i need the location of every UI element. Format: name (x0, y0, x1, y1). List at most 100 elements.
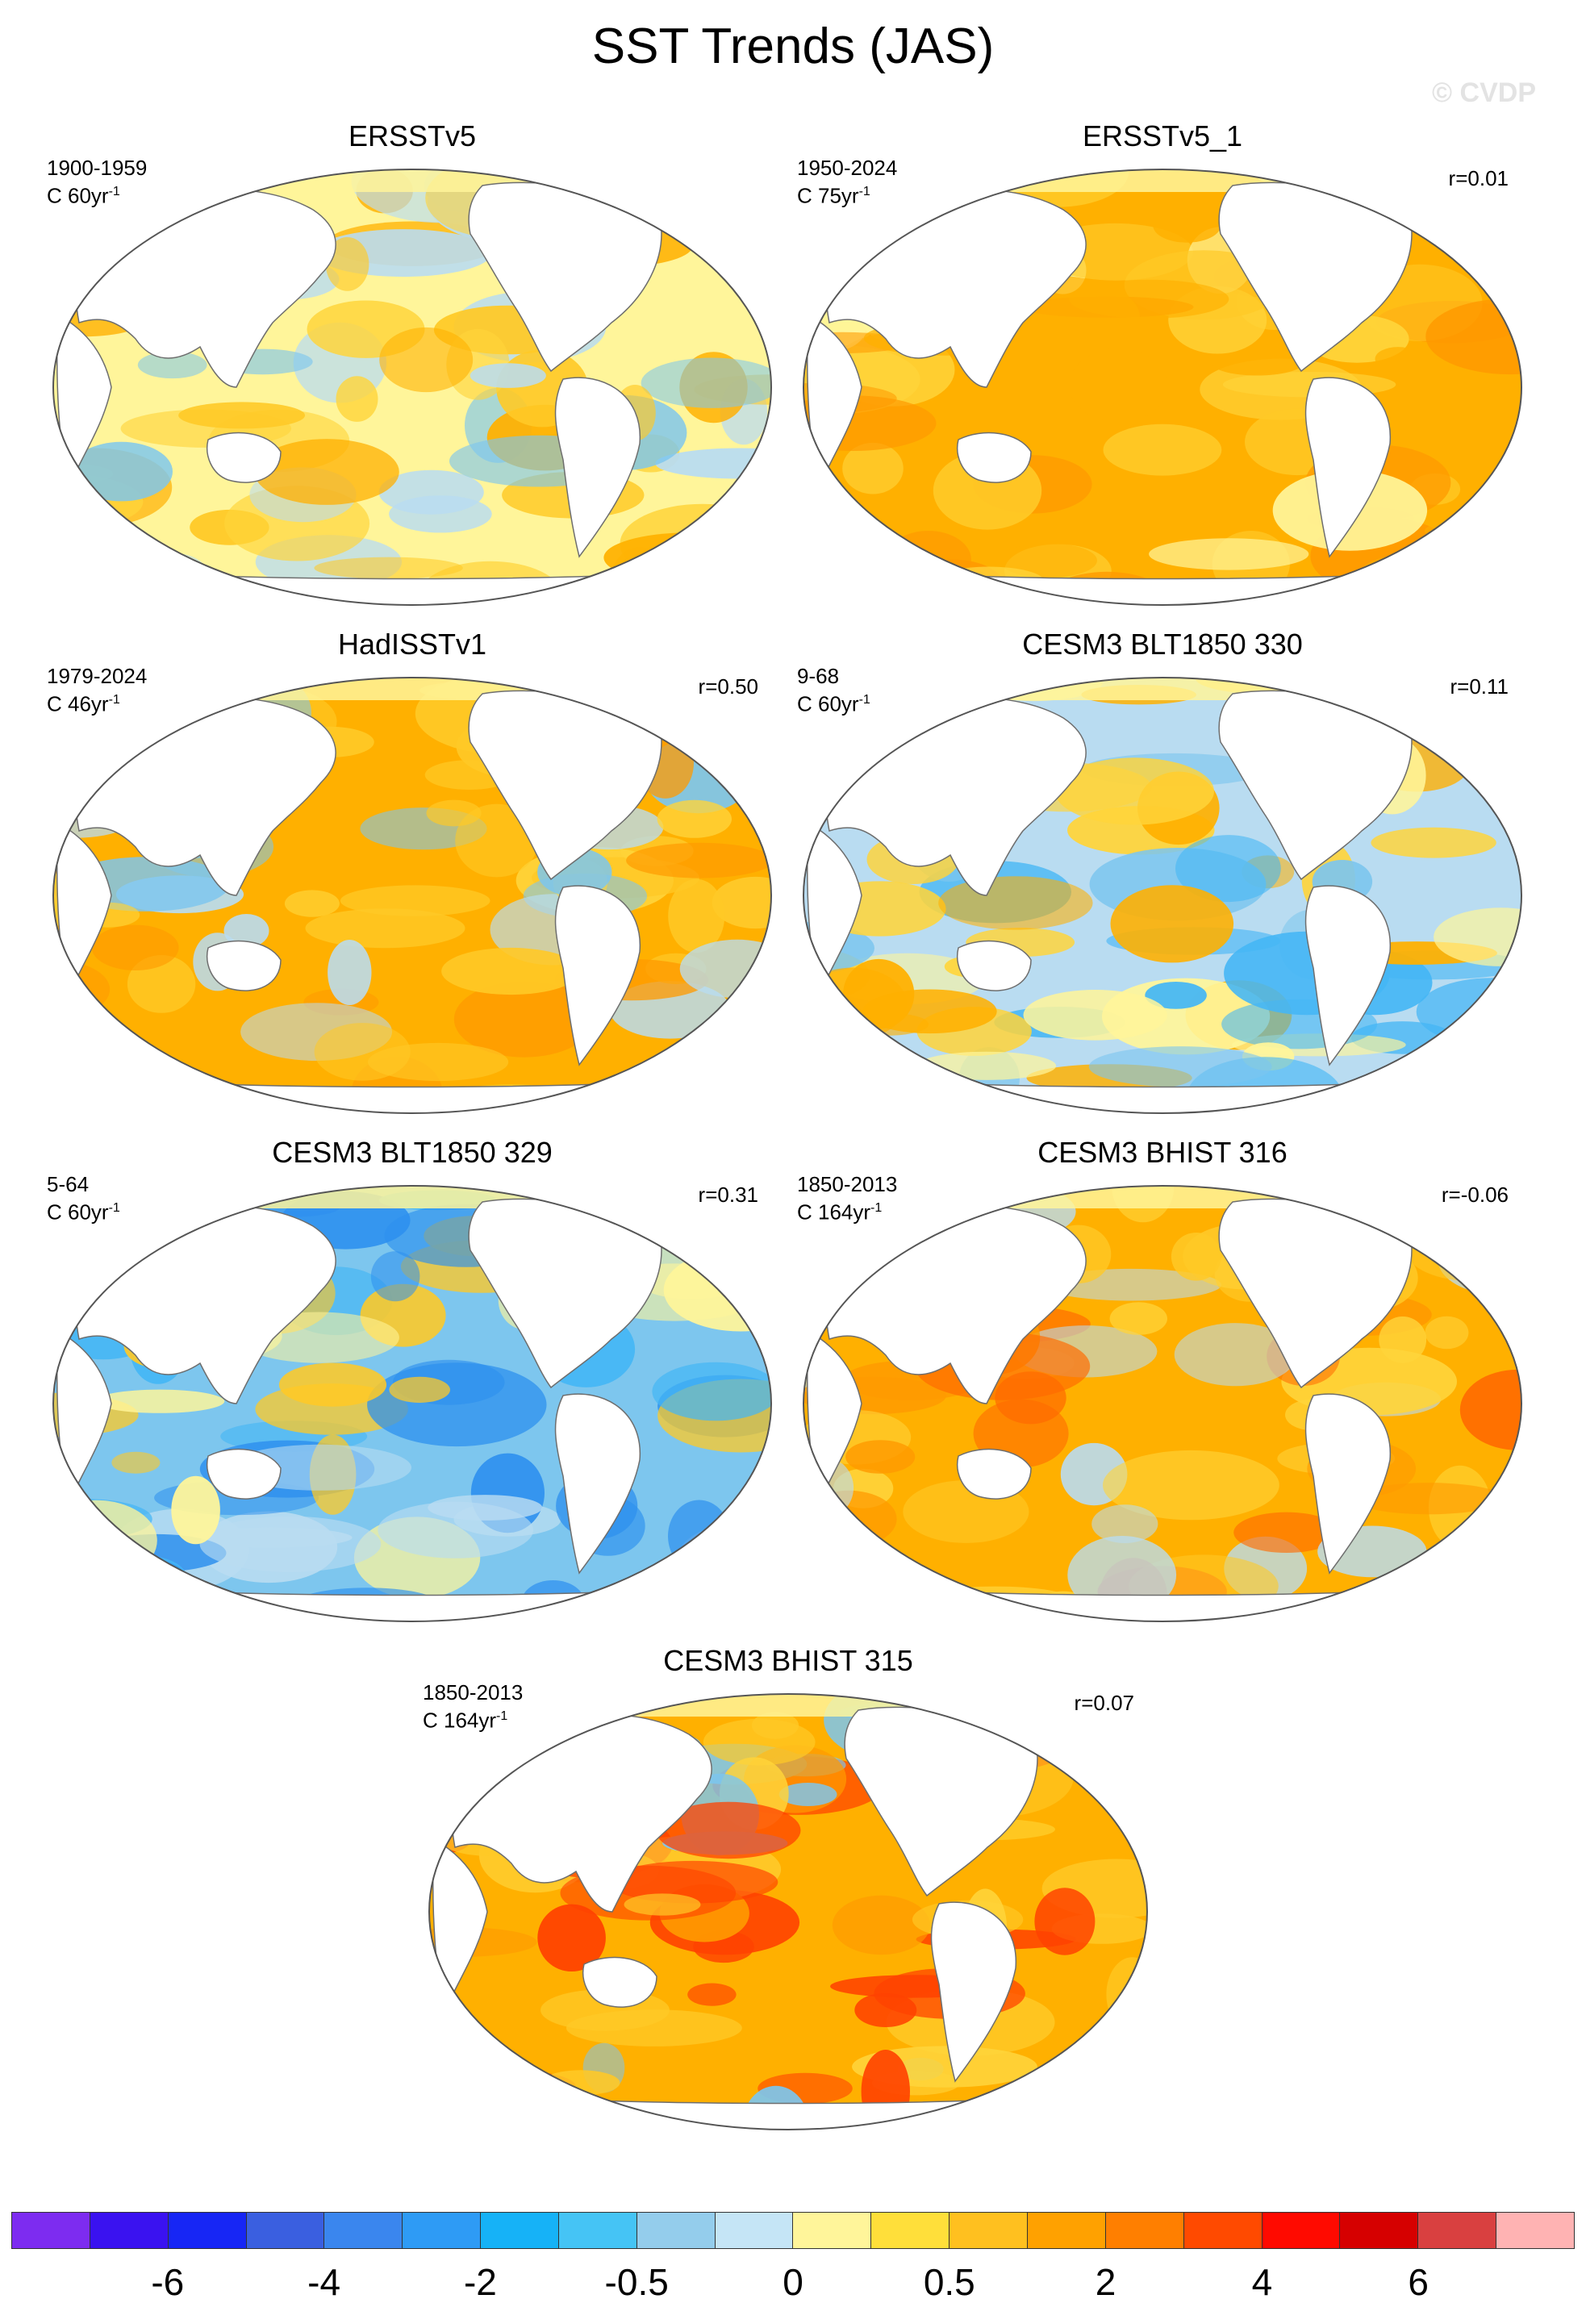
sst-anomaly-patch (314, 557, 463, 579)
sst-anomaly-patch (537, 1904, 606, 1971)
colorbar-swatch (246, 2212, 325, 2249)
colorbar-swatch (1418, 2212, 1497, 2249)
sst-anomaly-patch (1103, 423, 1222, 476)
sst-anomaly-patch (178, 402, 306, 429)
sst-anomaly-patch (109, 1556, 189, 1607)
sst-anomaly-patch (1375, 347, 1421, 371)
period-label: 1850-2013 C 164yr-1 (423, 1680, 524, 1733)
sst-anomaly-patch (938, 876, 1093, 930)
panel-title: CESM3 BHIST 315 (663, 1644, 913, 1677)
map-outline (428, 1693, 1148, 2130)
sst-anomaly-patch (121, 1560, 189, 1606)
sst-anomaly-patch (1361, 1078, 1519, 1113)
panel-title: HadISSTv1 (337, 628, 487, 661)
sst-anomaly-patch (53, 1538, 134, 1617)
sst-anomaly-patch (668, 1500, 731, 1572)
sst-anomaly-patch (1416, 978, 1521, 1046)
sst-anomaly-patch (69, 441, 173, 502)
sst-anomaly-patch (53, 1601, 152, 1621)
sst-anomaly-patch (1110, 885, 1234, 963)
map-panel-ersstv5-1: ERSSTv5_1 1950-2024 C 75yr-1 r=0.01 (797, 119, 1528, 615)
correlation-label: r=0.31 (698, 1183, 758, 1207)
land-mass (957, 1448, 1032, 1500)
map-panel-cesm3-bhist-316: CESM3 BHIST 316 1850-2013 C 164yr-1 r=-0.… (797, 1136, 1528, 1631)
land-mass (807, 821, 862, 995)
sst-anomaly-patch (328, 940, 372, 1005)
sst-anomaly-patch (453, 981, 595, 1058)
sst-anomaly-patch (1433, 194, 1488, 243)
colorbar-swatch (950, 2212, 1028, 2249)
colorbar-swatch (558, 2212, 637, 2249)
colorbar-ticks: -6 -4 -2 -0.5 0 0.5 2 4 6 (0, 2260, 1586, 2309)
land-mass (893, 572, 1427, 605)
land-mass (207, 940, 282, 991)
land-mass (432, 1838, 488, 2011)
map-outline (52, 169, 772, 606)
sst-anomaly-patch (1103, 1450, 1279, 1521)
colorbar (11, 2212, 1575, 2249)
map-outline (803, 169, 1522, 606)
sst-anomaly-patch (652, 1362, 771, 1421)
sst-anomaly-patch (1438, 1223, 1521, 1296)
sst-anomaly-patch (1371, 827, 1496, 858)
sst-anomaly-patch (803, 1051, 904, 1113)
colorbar-tick-label: 0.5 (923, 2261, 975, 2303)
sst-anomaly-patch (845, 1440, 916, 1474)
map-outline (803, 677, 1522, 1114)
sst-anomaly-patch (1153, 208, 1221, 243)
land-mass (554, 1393, 641, 1575)
colorbar-swatch (1262, 2212, 1341, 2249)
sst-anomaly-patch (842, 442, 904, 494)
period-label: 5-64 C 60yr-1 (47, 1172, 120, 1225)
sst-anomaly-patch (1109, 1302, 1167, 1335)
sst-anomaly-patch (1033, 2065, 1147, 2130)
sst-anomaly-patch (712, 876, 771, 929)
sst-anomaly-patch (778, 1783, 837, 1806)
land-mass (143, 572, 677, 605)
sst-anomaly-patch (53, 1072, 114, 1113)
land-mass (554, 377, 641, 558)
sst-anomaly-patch (1407, 1221, 1521, 1282)
sst-anomaly-patch (1502, 761, 1521, 845)
sst-anomaly-patch (717, 1014, 770, 1099)
sst-anomaly-patch (370, 1251, 420, 1302)
period-label: 1850-2013 C 164yr-1 (797, 1172, 898, 1225)
sst-anomaly-patch (641, 357, 771, 408)
colorbar-tick-label: 6 (1408, 2261, 1429, 2303)
map-canvas (803, 1185, 1522, 1622)
panel-title: ERSSTv5 (348, 119, 477, 152)
sst-anomaly-patch (53, 1574, 198, 1615)
colorbar-swatch (1183, 2212, 1263, 2249)
land-mass (893, 1588, 1427, 1621)
sst-anomaly-patch (668, 878, 725, 953)
land-mass (56, 821, 112, 995)
sst-anomaly-patch (1424, 519, 1521, 544)
sst-anomaly-patch (53, 1500, 157, 1581)
sst-anomaly-patch (541, 2070, 620, 2096)
map-panel-cesm3-bhist-315: CESM3 BHIST 315 1850-2013 C 164yr-1 r=0.0… (423, 1644, 1154, 2139)
sst-anomaly-patch (53, 525, 81, 602)
map-canvas (428, 1693, 1148, 2130)
sst-anomaly-patch (662, 702, 733, 745)
sst-anomaly-patch (53, 1495, 88, 1570)
sst-anomaly-patch (655, 448, 771, 479)
colorbar-swatch (1027, 2212, 1106, 2249)
sst-anomaly-patch (687, 1983, 737, 2006)
land-mass (957, 940, 1032, 991)
map-canvas (803, 169, 1522, 606)
sst-anomaly-patch (885, 531, 971, 589)
sst-anomaly-patch (389, 495, 492, 533)
sst-anomaly-patch (1069, 1711, 1147, 1770)
sst-anomaly-patch (314, 1023, 411, 1081)
map-panel-ersstv5: ERSSTv5 1900-1959 C 60yr-1 (47, 119, 778, 615)
colorbar-swatch (11, 2212, 90, 2249)
colorbar-swatch (1496, 2212, 1575, 2249)
ocean-field (53, 1186, 771, 1621)
sst-anomaly-patch (1233, 1512, 1340, 1553)
sst-anomaly-patch (171, 1475, 220, 1545)
sst-anomaly-patch (254, 439, 399, 505)
land-mass (519, 2097, 1053, 2130)
colorbar-tick-label: -2 (463, 2261, 497, 2303)
sst-anomaly-patch (820, 1550, 911, 1618)
map-canvas (52, 677, 772, 1114)
